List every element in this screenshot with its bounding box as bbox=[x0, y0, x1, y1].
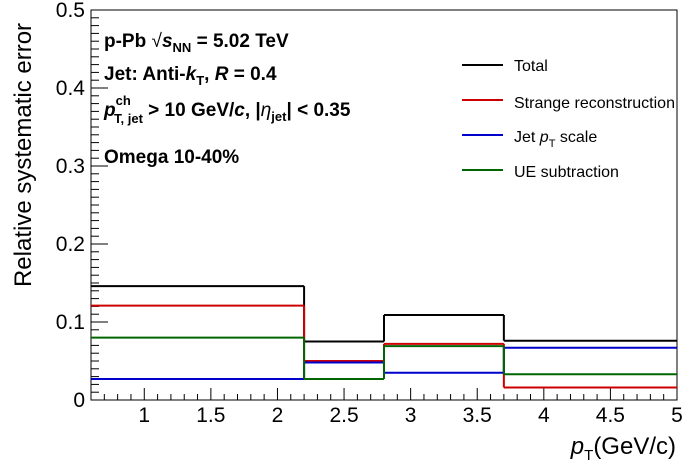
y-tick-label: 0.3 bbox=[56, 155, 85, 178]
annotation-cuts: pch T, jet > 10 GeV/c, |ηjet| < 0.35 bbox=[103, 93, 351, 126]
x-axis: 1 1.5 2 2.5 3 3.5 4 4.5 5 bbox=[90, 388, 683, 427]
series-ue-subtraction bbox=[91, 336, 677, 380]
legend-label-jet-pt: Jet pT scale bbox=[514, 129, 597, 150]
legend-label-ue: UE subtraction bbox=[514, 164, 619, 181]
y-tick-label: 0.5 bbox=[56, 0, 85, 22]
y-tick-label: 0.2 bbox=[56, 233, 85, 256]
y-tick-label: 0 bbox=[73, 389, 85, 412]
annotation-jet: Jet: Anti-kT, R = 0.4 bbox=[104, 64, 277, 88]
x-tick-label: 2 bbox=[272, 404, 284, 427]
x-tick-label: 4.5 bbox=[596, 404, 625, 427]
y-tick-label: 0.4 bbox=[56, 77, 86, 100]
x-tick-label: 4 bbox=[538, 404, 550, 427]
y-axis-title: Relative systematic error bbox=[10, 23, 37, 287]
x-tick-label: 1 bbox=[138, 404, 150, 427]
x-tick-label: 5 bbox=[671, 404, 683, 427]
y-axis: 0 0.1 0.2 0.3 0.4 0.5 bbox=[56, 0, 108, 412]
series-total bbox=[91, 285, 677, 343]
legend-label-strange: Strange reconstruction bbox=[514, 95, 675, 112]
annotation-particle: Omega 10-40% bbox=[104, 147, 239, 168]
annotation-collision: p-Pb √sNN = 5.02 TeV bbox=[104, 31, 289, 55]
legend-label-total: Total bbox=[514, 58, 548, 75]
x-tick-label: 3.5 bbox=[463, 404, 492, 427]
series-jet-p-t-scale bbox=[91, 346, 677, 380]
x-tick-label: 1.5 bbox=[196, 404, 225, 427]
y-tick-label: 0.1 bbox=[56, 311, 85, 334]
x-tick-label: 2.5 bbox=[329, 404, 358, 427]
x-tick-label: 3 bbox=[405, 404, 417, 427]
legend: Total Strange reconstruction Jet pT scal… bbox=[462, 58, 675, 181]
series-group bbox=[91, 285, 677, 389]
x-axis-title: pT(GeV/c) bbox=[570, 433, 676, 464]
